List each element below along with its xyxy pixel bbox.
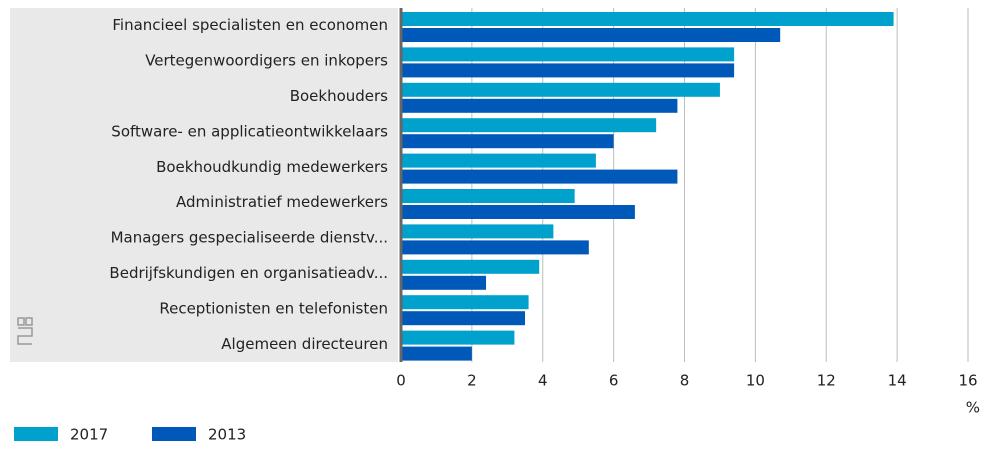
bar <box>401 47 735 62</box>
x-tick-label: 8 <box>680 372 690 390</box>
bar <box>401 28 781 42</box>
bar <box>401 259 540 274</box>
y-tick-label: Administratief medewerkers <box>176 193 388 211</box>
bar <box>401 311 526 326</box>
x-tick-label: 16 <box>958 372 977 390</box>
legend-swatch <box>152 427 196 441</box>
x-tick-label: 4 <box>538 372 548 390</box>
bar <box>401 240 589 255</box>
y-tick-label: Financieel specialisten en economen <box>112 16 388 34</box>
bar <box>401 295 529 310</box>
bar <box>401 118 657 133</box>
bar <box>401 134 614 149</box>
legend-swatch <box>14 427 58 441</box>
bar <box>401 275 487 290</box>
label-background <box>10 8 398 362</box>
bar <box>401 63 735 78</box>
bar <box>401 205 635 219</box>
y-tick-label: Receptionisten en telefonisten <box>159 299 388 317</box>
x-tick-label: 14 <box>888 372 907 390</box>
y-tick-label: Algemeen directeuren <box>221 335 388 353</box>
bar <box>401 346 472 361</box>
y-tick-label: Bedrijfskundigen en organisatieadv... <box>109 264 388 282</box>
y-tick-label: Boekhouders <box>290 87 388 105</box>
x-axis-label: % <box>966 399 980 417</box>
logo <box>17 317 33 345</box>
bar <box>401 330 515 345</box>
x-tick-label: 10 <box>746 372 765 390</box>
legend-label: 2013 <box>208 426 246 444</box>
y-tick-label: Vertegenwoordigers en inkopers <box>145 52 388 70</box>
bar <box>401 82 720 97</box>
x-tick-label: 6 <box>609 372 619 390</box>
bar <box>401 224 554 239</box>
bar <box>401 153 596 168</box>
legend-label: 2017 <box>70 426 108 444</box>
bar <box>401 169 678 184</box>
y-tick-label: Software- en applicatieontwikkelaars <box>111 122 388 140</box>
y-tick-label: Boekhoudkundig medewerkers <box>156 158 388 176</box>
x-tick-label: 0 <box>396 372 406 390</box>
x-tick-label: 12 <box>817 372 836 390</box>
x-tick-label: 2 <box>467 372 477 390</box>
bar <box>401 189 575 203</box>
y-tick-label: Managers gespecialiseerde dienstv... <box>111 229 388 247</box>
bar <box>401 12 894 26</box>
bar <box>401 98 678 113</box>
